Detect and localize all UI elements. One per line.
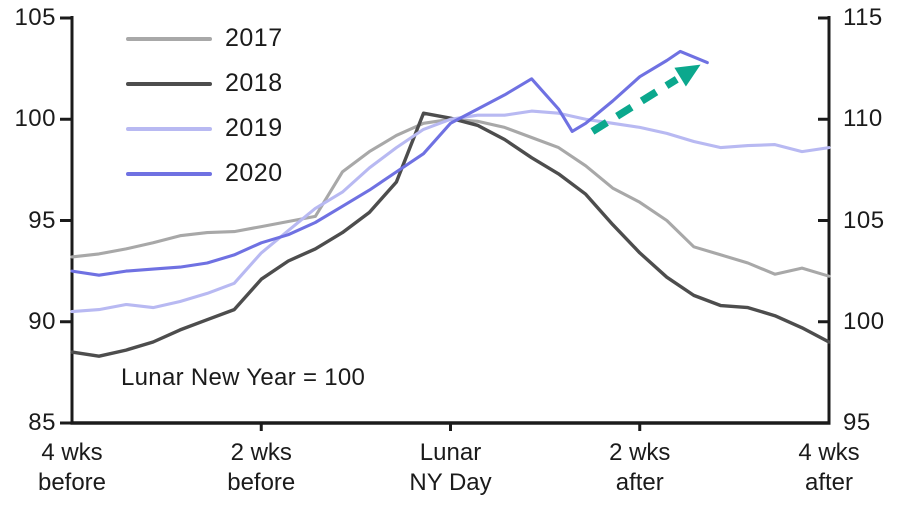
x-tick-label: 4 wks after — [798, 439, 860, 496]
index-base-annotation: Lunar New Year = 100 — [121, 364, 366, 391]
y-left-tick-label: 85 — [28, 409, 56, 436]
legend-label: 2018 — [225, 69, 283, 97]
series-2019-line — [70, 109, 831, 314]
y-right-tick-label: 105 — [843, 206, 885, 234]
y-left-tick-label: 95 — [28, 206, 56, 234]
y-right-tick-label: 115 — [843, 4, 883, 31]
legend-item-2017: 2017 — [126, 16, 283, 61]
y-left-tick-label: 90 — [28, 307, 56, 335]
x-tick-label: 4 wks before — [37, 439, 107, 496]
trend-arrow-shaft — [590, 76, 679, 135]
legend-item-2019: 2019 — [126, 106, 283, 151]
legend-label: 2020 — [225, 159, 283, 187]
y-right-tick-label: 95 — [843, 409, 871, 436]
x-tick-label: Lunar NY Day — [409, 439, 492, 496]
legend-item-2020: 2020 — [126, 151, 283, 196]
trend-arrow-head — [674, 64, 701, 87]
y-left-tick-label: 100 — [14, 105, 56, 133]
legend: 2017 2018 2019 2020 — [126, 16, 283, 196]
legend-label: 2017 — [225, 24, 283, 52]
series-2020-line — [70, 49, 709, 277]
y-right-tick-label: 110 — [843, 105, 883, 133]
legend-item-2018: 2018 — [126, 61, 283, 106]
y-right-tick-label: 100 — [843, 307, 885, 335]
legend-swatch-2017 — [126, 36, 212, 41]
legend-label: 2019 — [225, 114, 283, 142]
x-tick-label: 2 wks after — [609, 439, 671, 496]
legend-swatch-2018 — [126, 81, 212, 86]
x-tick-label: 2 wks before — [227, 439, 296, 496]
y-left-tick-label: 105 — [14, 4, 56, 31]
legend-swatch-2020 — [126, 171, 212, 176]
legend-swatch-2019 — [126, 126, 212, 131]
